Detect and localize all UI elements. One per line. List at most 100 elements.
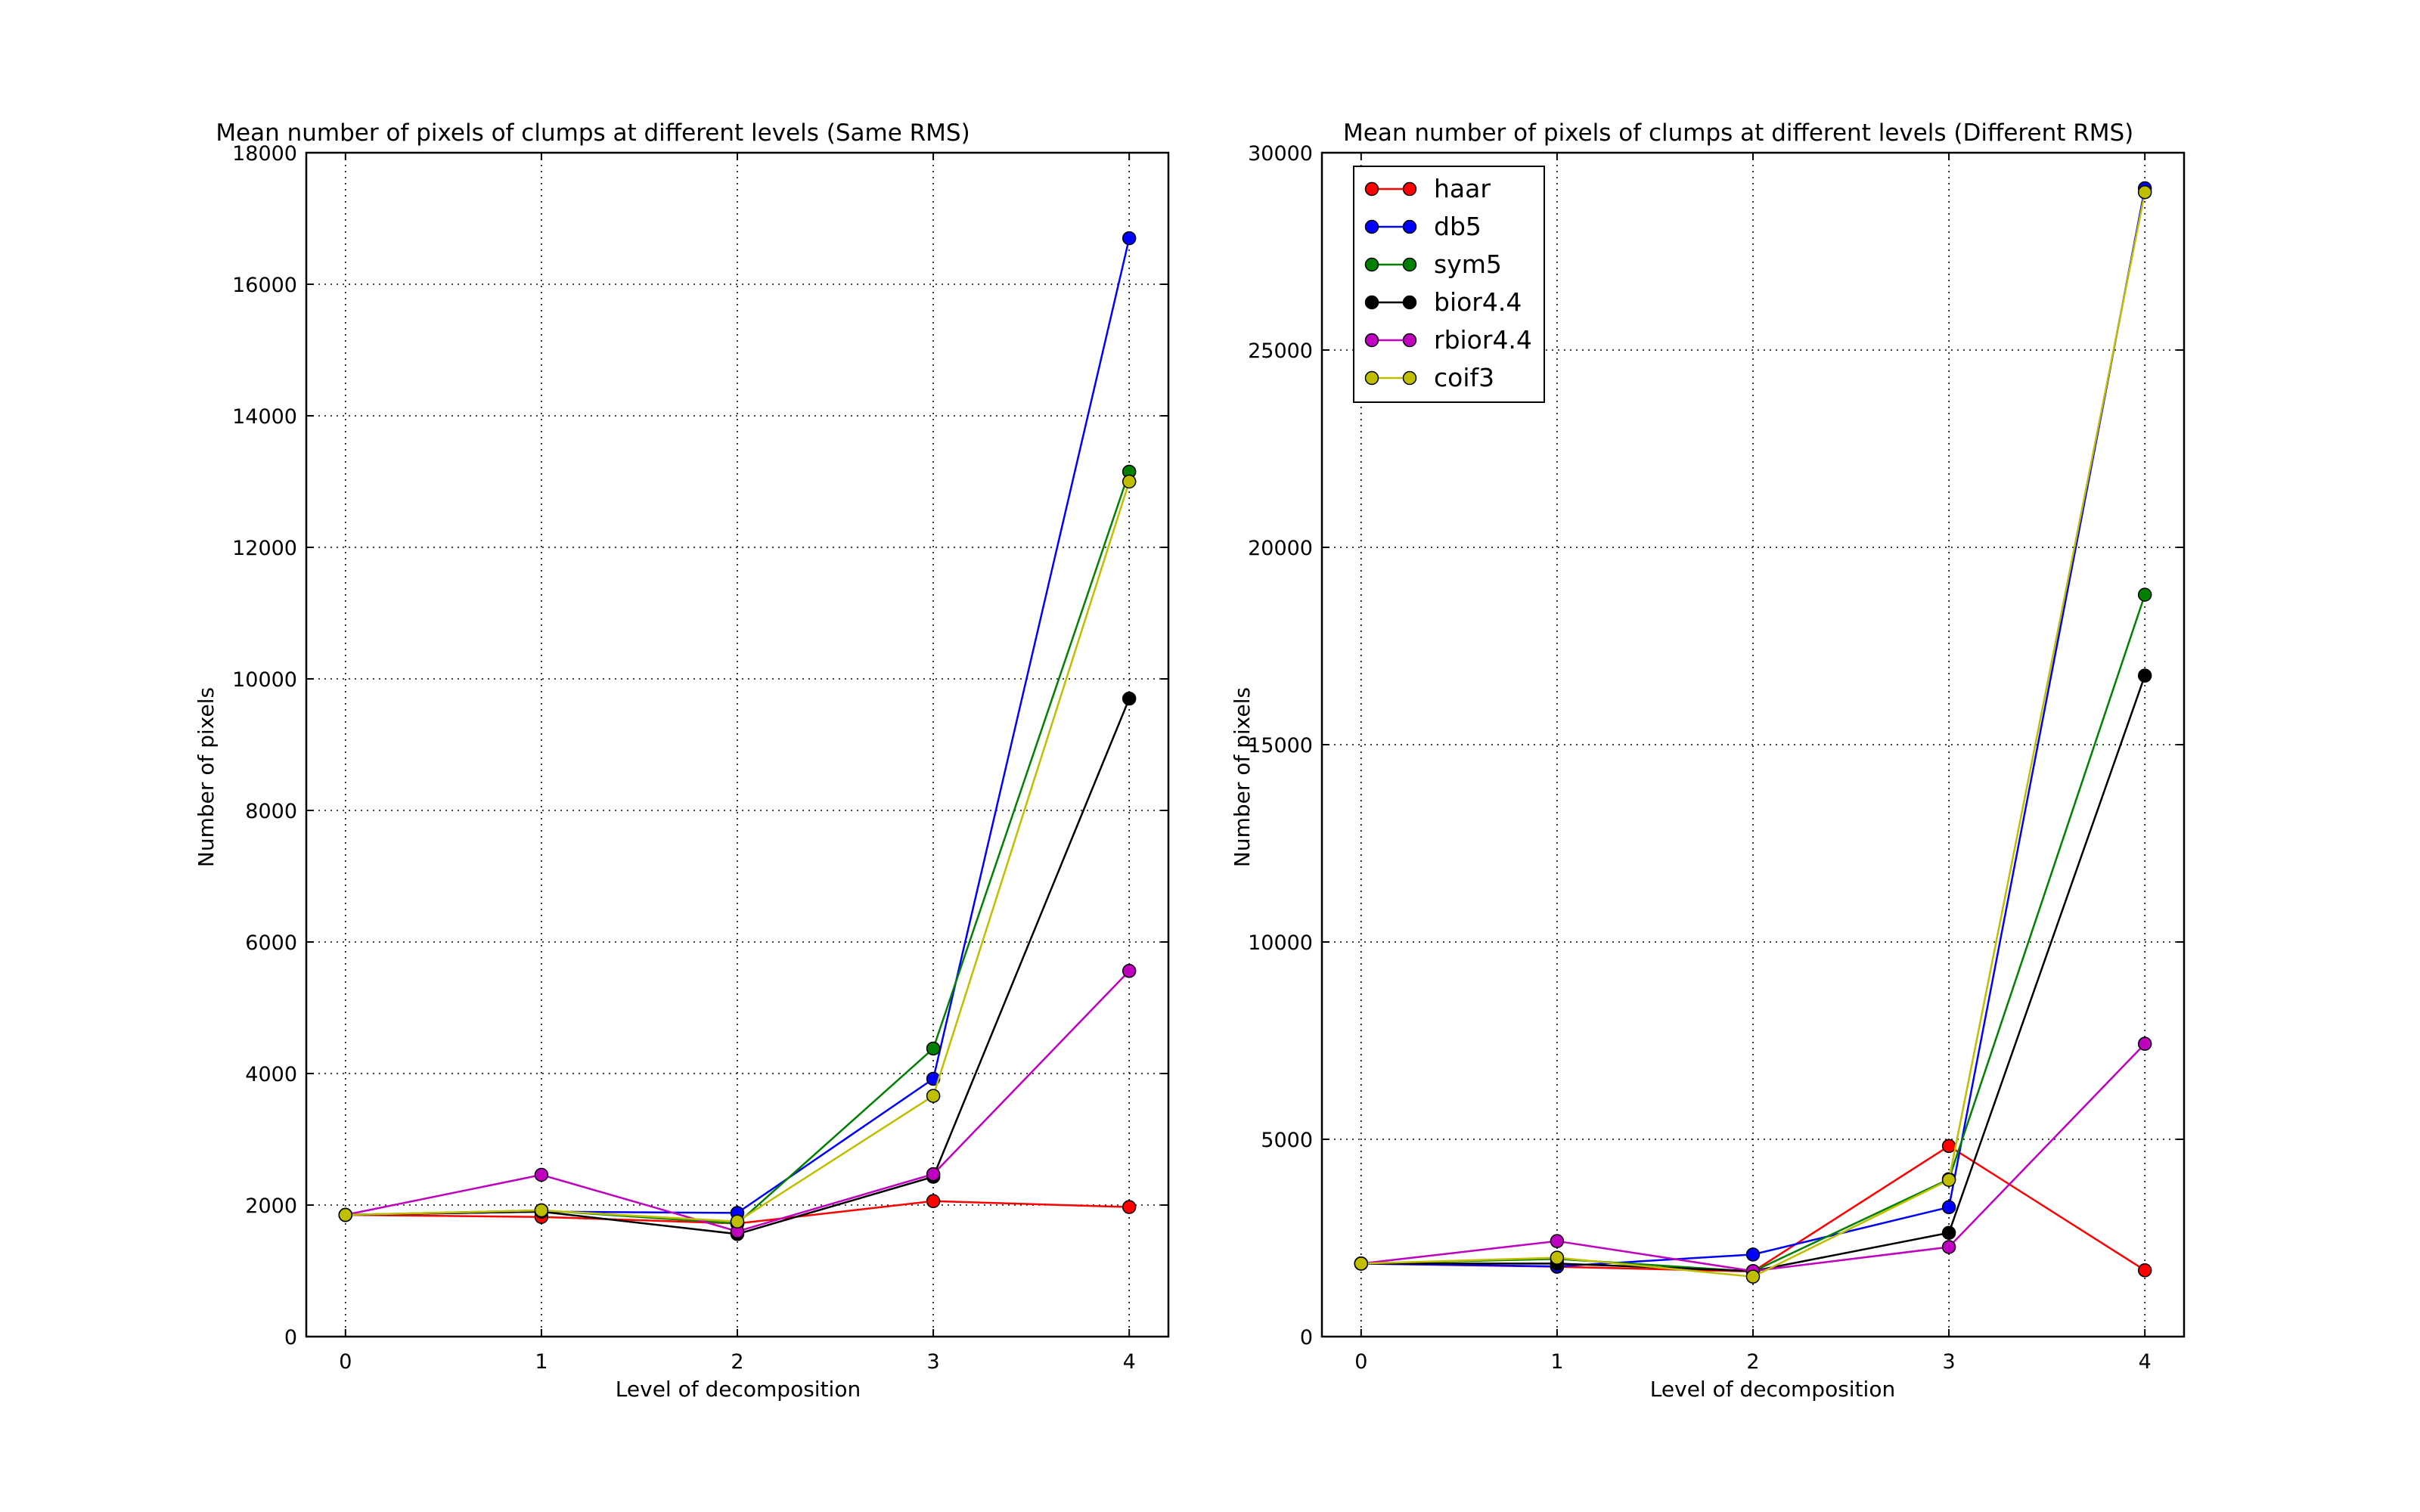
x-tick-label: 1 [535, 1350, 548, 1374]
legend-marker [1402, 181, 1417, 197]
legend-marker [1364, 295, 1379, 310]
y-tick-label: 0 [284, 1326, 297, 1349]
plot-frame [1320, 151, 2186, 1338]
x-tick-label: 4 [1123, 1350, 1136, 1374]
x-tick-label: 3 [926, 1350, 939, 1374]
legend-item-bior4.4: bior4.4 [1364, 287, 1522, 317]
data-point [1941, 1139, 1956, 1154]
series-coif3 [338, 474, 1137, 1228]
series-group [1354, 181, 2152, 1284]
x-axis-label: Level of decomposition [1650, 1377, 1895, 1402]
x-tick-label: 0 [1354, 1350, 1367, 1374]
data-point [926, 1167, 941, 1182]
x-tick-label: 4 [2139, 1350, 2152, 1374]
series-group [338, 231, 1137, 1241]
legend-label: sym5 [1434, 249, 1502, 279]
data-point [1354, 1256, 1369, 1271]
y-tick-label: 14000 [232, 405, 297, 429]
legend-item-rbior4.4: rbior4.4 [1364, 325, 1532, 355]
legend-marker [1364, 257, 1379, 272]
y-axis-label: Number of pixels [194, 687, 219, 867]
legend-label: rbior4.4 [1434, 325, 1532, 355]
chart-title: Mean number of pixels of clumps at diffe… [1343, 119, 2133, 147]
data-point [926, 1041, 941, 1056]
data-point [926, 1194, 941, 1209]
data-point [1122, 691, 1137, 706]
legend-marker [1402, 333, 1417, 348]
legend-marker [1402, 370, 1417, 386]
data-point [1941, 1225, 1956, 1240]
chart-different-rms: Mean number of pixels of clumps at diffe… [1230, 119, 2186, 1402]
legend-item-haar: haar [1364, 174, 1491, 203]
data-point [1550, 1234, 1565, 1248]
data-point [534, 1203, 549, 1218]
data-point [1941, 1200, 1956, 1215]
gridlines [306, 153, 1168, 1337]
data-point [534, 1167, 549, 1182]
y-tick-label: 0 [1300, 1326, 1313, 1349]
y-tick-label: 30000 [1248, 142, 1313, 166]
legend-box [1353, 166, 1545, 403]
y-tick-label: 8000 [245, 800, 297, 823]
data-point [730, 1214, 745, 1228]
data-point [1941, 1240, 1956, 1254]
legend: haar db5 sym5 bior4.4 rbior4.4 coif3 [1353, 166, 1545, 403]
data-point [1122, 1200, 1137, 1214]
y-tick-label: 2000 [245, 1194, 297, 1218]
y-tick-label: 18000 [232, 142, 297, 166]
data-point [1941, 1173, 1956, 1188]
data-point [2137, 184, 2152, 200]
legend-label: bior4.4 [1434, 287, 1522, 317]
y-tick-label: 4000 [245, 1063, 297, 1086]
data-point [2137, 1036, 2152, 1051]
series-coif3 [1354, 184, 2152, 1284]
ticks: 0 1 2 3 4 0 5000 10000 15000 20000 25000 30000 [1248, 142, 2184, 1374]
y-tick-label: 25000 [1248, 339, 1313, 363]
data-point [926, 1089, 941, 1103]
data-point [1550, 1250, 1565, 1265]
chart-title: Mean number of pixels of clumps at diffe… [216, 119, 970, 147]
data-point [338, 1207, 353, 1222]
y-tick-label: 15000 [1248, 734, 1313, 758]
data-point [1122, 231, 1137, 246]
x-tick-label: 2 [731, 1350, 743, 1374]
ticks: 0 1 2 3 4 0 2000 4000 6000 8000 10000 12000 14000 160… [232, 142, 1168, 1374]
data-point [2137, 587, 2152, 602]
data-point [1745, 1247, 1761, 1262]
y-tick-label: 12000 [232, 537, 297, 560]
x-tick-label: 0 [339, 1350, 352, 1374]
legend-marker [1402, 219, 1417, 234]
y-tick-label: 6000 [245, 931, 297, 955]
data-point [2137, 1263, 2152, 1278]
plot-frame [305, 151, 1170, 1338]
x-tick-label: 2 [1746, 1350, 1759, 1374]
chart-same-rms: Mean number of pixels of clumps at diffe… [194, 119, 1170, 1402]
data-point [1745, 1269, 1761, 1284]
y-tick-label: 10000 [232, 668, 297, 692]
x-tick-label: 1 [1550, 1350, 1563, 1374]
data-point [2137, 668, 2152, 683]
legend-marker [1364, 370, 1379, 386]
y-tick-label: 10000 [1248, 931, 1313, 955]
legend-marker [1364, 181, 1379, 197]
legend-label: coif3 [1434, 363, 1494, 392]
legend-item-coif3: coif3 [1364, 363, 1494, 392]
y-tick-label: 20000 [1248, 537, 1313, 560]
legend-marker [1364, 219, 1379, 234]
legend-marker [1402, 295, 1417, 310]
legend-item-db5: db5 [1364, 212, 1481, 241]
y-tick-label: 5000 [1261, 1129, 1313, 1152]
legend-label: haar [1434, 174, 1491, 203]
x-tick-label: 3 [1942, 1350, 1955, 1374]
x-axis-label: Level of decomposition [616, 1377, 861, 1402]
y-tick-label: 16000 [232, 274, 297, 297]
legend-label: db5 [1434, 212, 1481, 241]
y-axis-label: Number of pixels [1230, 687, 1255, 867]
legend-marker [1402, 257, 1417, 272]
data-point [1122, 474, 1137, 489]
legend-marker [1364, 333, 1379, 348]
legend-item-sym5: sym5 [1364, 249, 1502, 279]
data-point [1122, 964, 1137, 978]
